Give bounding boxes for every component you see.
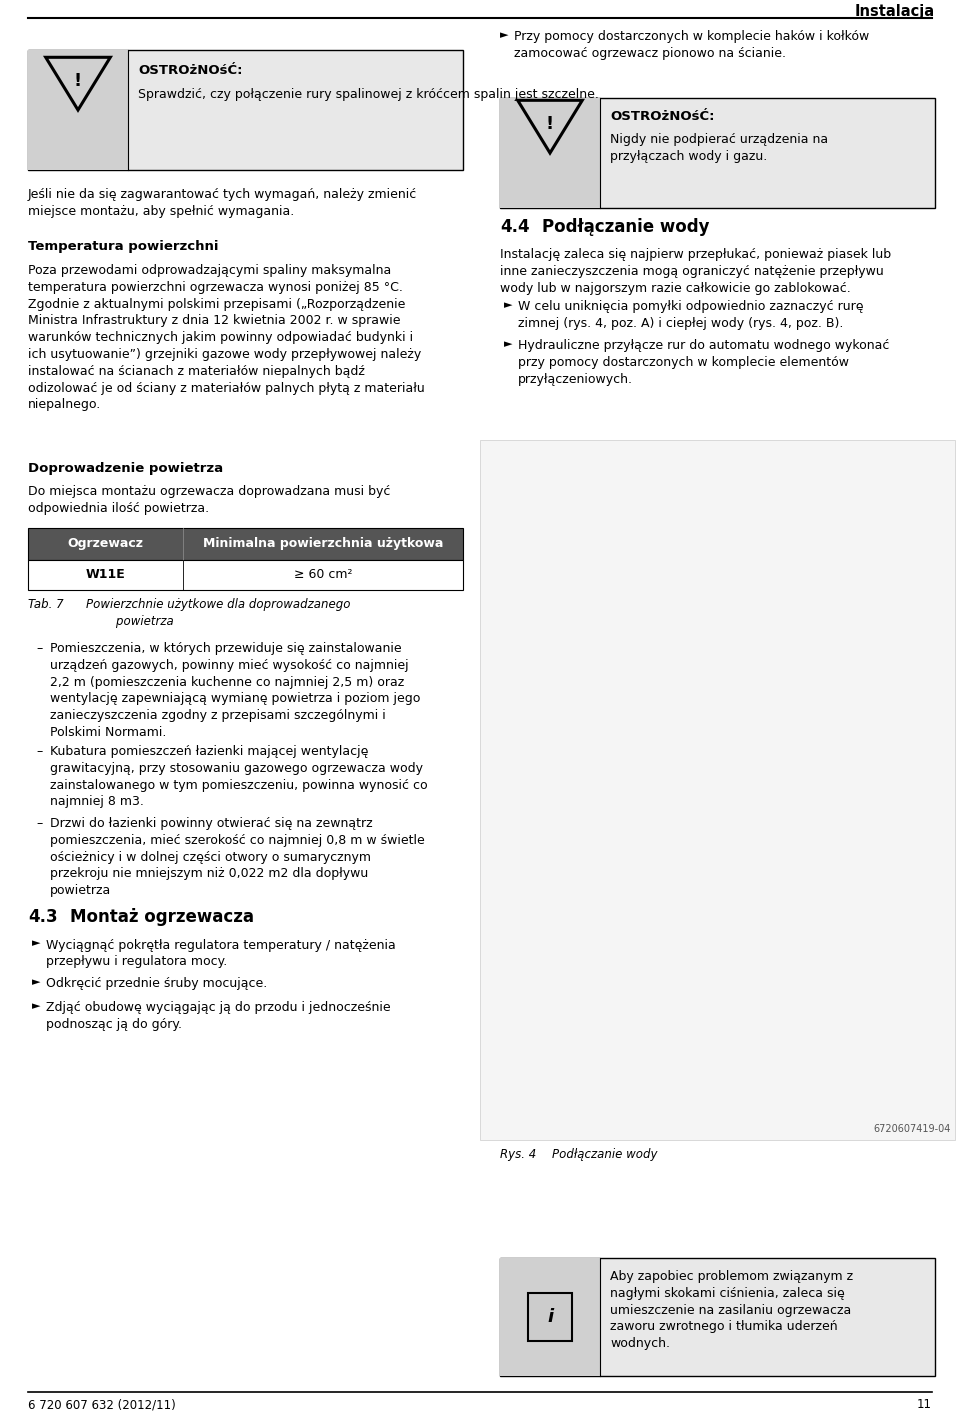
Text: Pomieszczenia, w których przewiduje się zainstalowanie
urządzeń gazowych, powinn: Pomieszczenia, w których przewiduje się …	[50, 641, 420, 739]
FancyBboxPatch shape	[480, 440, 955, 1140]
Text: W11E: W11E	[85, 568, 126, 582]
Text: Rys. 4: Rys. 4	[500, 1148, 537, 1161]
Text: Przy pomocy dostarczonych w komplecie haków i kołków
zamocować ogrzewacz pionowo: Przy pomocy dostarczonych w komplecie ha…	[514, 30, 869, 59]
Text: Aby zapobiec problemom związanym z
nagłymi skokami ciśnienia, zaleca się
umieszc: Aby zapobiec problemom związanym z nagły…	[610, 1270, 853, 1351]
FancyBboxPatch shape	[500, 1257, 935, 1376]
Text: OSTROżNOśĆ:: OSTROżNOśĆ:	[610, 110, 714, 123]
Text: Powierzchnie użytkowe dla doprowadzanego
        powietrza: Powierzchnie użytkowe dla doprowadzanego…	[86, 598, 350, 627]
Text: Drzwi do łazienki powinny otwierać się na zewnątrz
pomieszczenia, mieć szerokość: Drzwi do łazienki powinny otwierać się n…	[50, 817, 424, 898]
Text: 4.3: 4.3	[28, 909, 58, 926]
Text: W celu uniknięcia pomyłki odpowiednio zaznaczyć rurę
zimnej (rys. 4, poz. A) i c: W celu uniknięcia pomyłki odpowiednio za…	[518, 300, 863, 330]
FancyBboxPatch shape	[500, 98, 935, 208]
Text: !: !	[74, 72, 82, 91]
Text: ≥ 60 cm²: ≥ 60 cm²	[294, 568, 352, 582]
Text: !: !	[546, 115, 554, 133]
Text: Podłączanie wody: Podłączanie wody	[542, 218, 709, 236]
Text: Do miejsca montażu ogrzewacza doprowadzana musi być
odpowiednia ilość powietrza.: Do miejsca montażu ogrzewacza doprowadza…	[28, 486, 391, 515]
Text: ►: ►	[32, 939, 40, 949]
Text: Doprowadzenie powietrza: Doprowadzenie powietrza	[28, 462, 223, 474]
Text: Jeśli nie da się zagwarantować tych wymagań, należy zmienić
miejsce montażu, aby: Jeśli nie da się zagwarantować tych wyma…	[28, 188, 418, 218]
FancyBboxPatch shape	[28, 50, 463, 170]
Text: Instalacja: Instalacja	[854, 4, 935, 18]
Text: 6720607419-04: 6720607419-04	[874, 1124, 951, 1134]
Text: Sprawdzić, czy połączenie rury spalinowej z króćcem spalin jest szczelne.: Sprawdzić, czy połączenie rury spalinowe…	[138, 88, 599, 101]
Text: Podłączanie wody: Podłączanie wody	[552, 1148, 658, 1161]
FancyBboxPatch shape	[28, 528, 463, 559]
Text: 6 720 607 632 (2012/11): 6 720 607 632 (2012/11)	[28, 1398, 176, 1410]
Text: Minimalna powierzchnia użytkowa: Minimalna powierzchnia użytkowa	[203, 538, 444, 551]
Text: Temperatura powierzchni: Temperatura powierzchni	[28, 239, 219, 253]
FancyBboxPatch shape	[500, 98, 600, 208]
FancyBboxPatch shape	[528, 1293, 572, 1341]
Text: i: i	[547, 1308, 553, 1325]
Text: OSTROżNOśĆ:: OSTROżNOśĆ:	[138, 64, 243, 76]
Text: Odkręcić przednie śruby mocujące.: Odkręcić przednie śruby mocujące.	[46, 977, 267, 991]
Text: Tab. 7: Tab. 7	[28, 598, 63, 610]
Text: ►: ►	[504, 300, 513, 310]
FancyBboxPatch shape	[28, 50, 128, 170]
Text: Poza przewodami odprowadzającymi spaliny maksymalna
temperatura powierzchni ogrz: Poza przewodami odprowadzającymi spaliny…	[28, 263, 424, 412]
Text: Instalację zaleca się najpierw przepłukać, ponieważ piasek lub
inne zanieczyszcz: Instalację zaleca się najpierw przepłuka…	[500, 248, 891, 295]
Text: Wyciągnąć pokrętła regulatora temperatury / natężenia
przepływu i regulatora moc: Wyciągnąć pokrętła regulatora temperatur…	[46, 939, 396, 969]
Text: –: –	[36, 745, 42, 758]
FancyBboxPatch shape	[28, 559, 463, 590]
Text: Montaż ogrzewacza: Montaż ogrzewacza	[70, 909, 254, 926]
Text: 11: 11	[917, 1398, 932, 1410]
Text: Hydrauliczne przyłącze rur do automatu wodnego wykonać
przy pomocy dostarczonych: Hydrauliczne przyłącze rur do automatu w…	[518, 338, 889, 385]
Text: –: –	[36, 817, 42, 830]
Text: ►: ►	[32, 1001, 40, 1011]
Text: Kubatura pomieszczeń łazienki mającej wentylację
grawitacyjną, przy stosowaniu g: Kubatura pomieszczeń łazienki mającej we…	[50, 745, 427, 809]
Text: ►: ►	[500, 30, 509, 40]
Text: 4.4: 4.4	[500, 218, 530, 236]
Text: ►: ►	[504, 338, 513, 348]
Text: Nigdy nie podpierać urządzenia na
przyłączach wody i gazu.: Nigdy nie podpierać urządzenia na przyłą…	[610, 133, 828, 163]
FancyBboxPatch shape	[500, 1257, 600, 1376]
Text: Zdjąć obudowę wyciągając ją do przodu i jednocześnie
podnosząc ją do góry.: Zdjąć obudowę wyciągając ją do przodu i …	[46, 1001, 391, 1031]
Text: ►: ►	[32, 977, 40, 987]
Text: Ogrzewacz: Ogrzewacz	[67, 538, 143, 551]
Text: –: –	[36, 641, 42, 656]
